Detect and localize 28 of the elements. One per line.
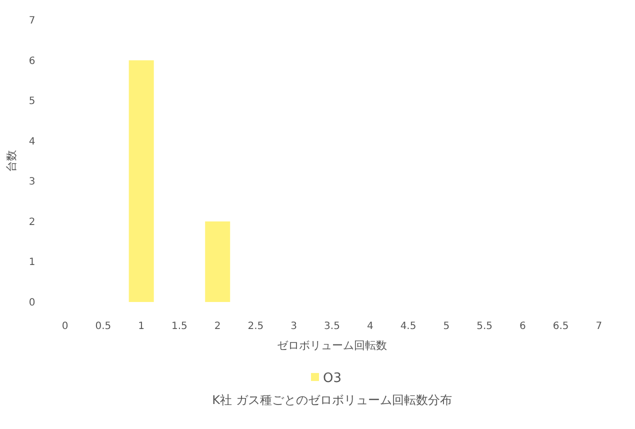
y-tick-label: 7 bbox=[28, 16, 36, 26]
y-tick-label: 4 bbox=[28, 136, 36, 148]
y-tick-label: 3 bbox=[28, 176, 36, 188]
x-tick-label: 0.5 bbox=[95, 321, 112, 332]
x-tick-label: 4 bbox=[366, 321, 374, 332]
x-tick-label: 6 bbox=[519, 321, 526, 332]
y-axis-title: 台数 bbox=[5, 150, 18, 172]
x-tick-label: 5.5 bbox=[476, 321, 492, 332]
legend-label: O3 bbox=[323, 371, 342, 386]
x-tick-label: 4.5 bbox=[400, 321, 416, 332]
x-tick-label: 2 bbox=[214, 321, 221, 332]
y-tick-label: 2 bbox=[28, 216, 36, 228]
x-tick-label: 3 bbox=[290, 321, 298, 332]
y-tick-label: 1 bbox=[28, 257, 36, 268]
x-tick-label: 7 bbox=[596, 321, 602, 332]
x-tick-label: 5 bbox=[443, 321, 450, 332]
x-axis-title: ゼロボリューム回転数 bbox=[277, 339, 387, 352]
x-tick-label: 1 bbox=[138, 321, 145, 332]
y-tick-label: 5 bbox=[28, 96, 36, 108]
legend: O3 bbox=[311, 371, 342, 386]
x-tick-label: 1.5 bbox=[172, 321, 188, 332]
y-tick-label: 6 bbox=[28, 56, 36, 67]
x-tick-label: 2.5 bbox=[248, 321, 264, 332]
text: K社 ガス種ごとのゼロボリューム回転数分布 bbox=[212, 393, 452, 407]
x-tick-label: 0 bbox=[62, 321, 68, 332]
y-tick-label: 0 bbox=[28, 298, 36, 308]
x-tick-label: 3.5 bbox=[324, 321, 340, 332]
x-tick-label: 6.5 bbox=[552, 321, 569, 332]
